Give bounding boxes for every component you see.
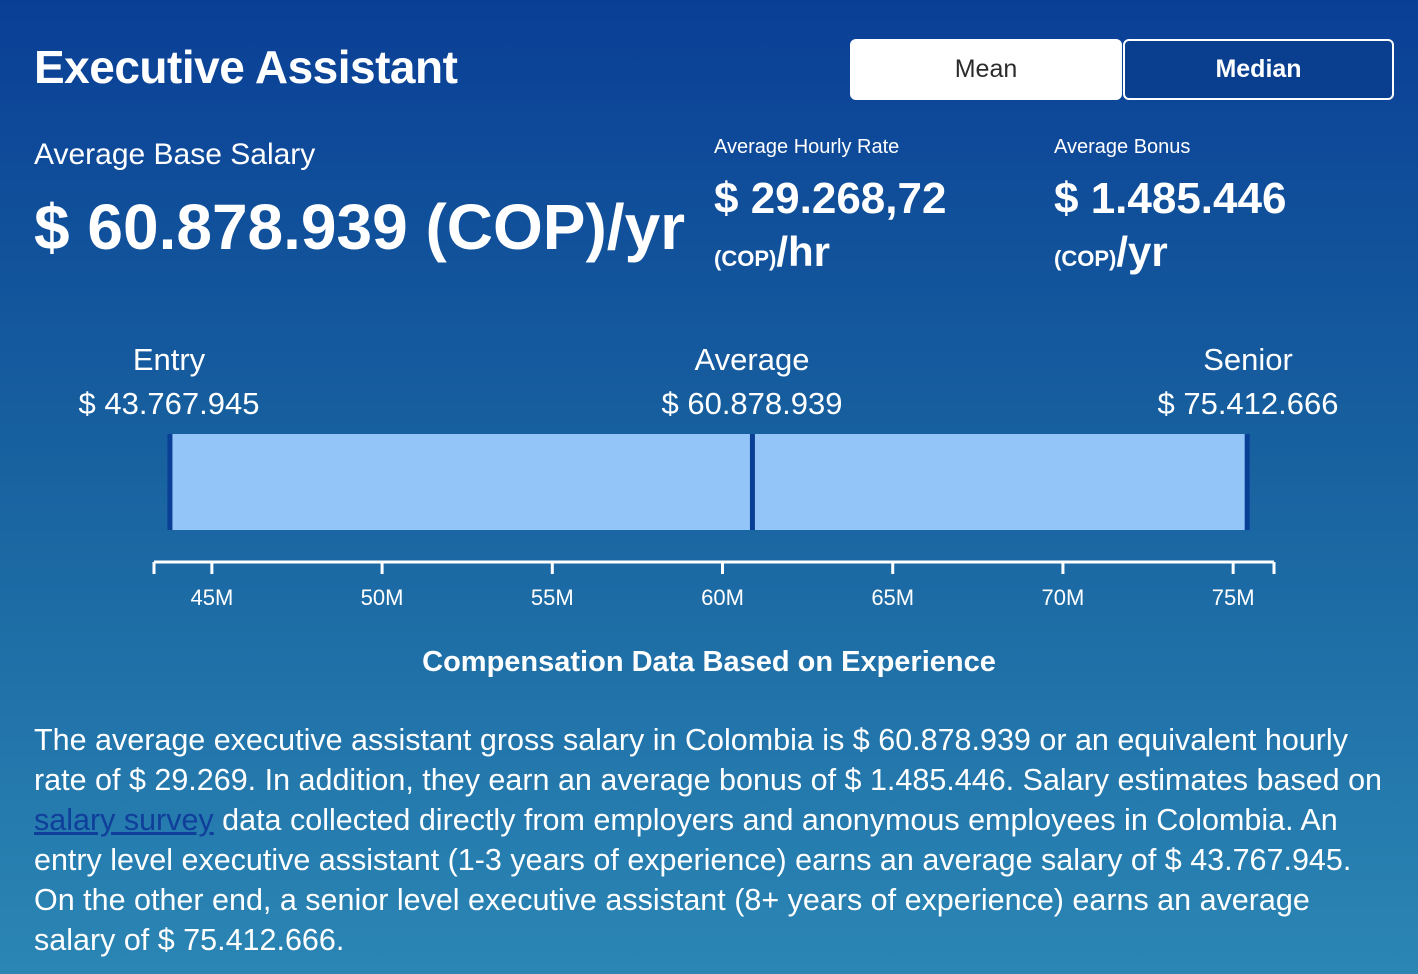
- entry-level-label: Entry: [132, 342, 206, 377]
- median-toggle-button[interactable]: Median: [1123, 39, 1394, 100]
- senior-level-label: Senior: [1203, 342, 1293, 377]
- bonus-label: Average Bonus: [1054, 136, 1191, 158]
- x-tick-label: 60M: [701, 585, 744, 610]
- salary-description: The average executive assistant gross sa…: [34, 720, 1399, 960]
- average-level-value: $ 60.878.939: [661, 386, 843, 421]
- average-marker: [749, 434, 755, 530]
- hourly-rate-label: Average Hourly Rate: [714, 136, 900, 158]
- hourly-unit: /hr: [776, 228, 830, 275]
- senior-marker: [1244, 434, 1250, 530]
- x-tick-label: 55M: [531, 585, 574, 610]
- salary-survey-link[interactable]: salary survey: [34, 803, 214, 837]
- mean-toggle-button[interactable]: Mean: [850, 39, 1122, 100]
- x-tick-label: 70M: [1042, 585, 1085, 610]
- x-tick-label: 45M: [190, 585, 233, 610]
- x-tick-label: 65M: [871, 585, 914, 610]
- base-salary-label: Average Base Salary: [34, 138, 316, 171]
- description-text-start: The average executive assistant gross sa…: [34, 723, 1383, 797]
- hourly-rate-unit: (COP)/hr: [714, 228, 830, 276]
- entry-level-value: $ 43.767.945: [78, 386, 260, 421]
- hourly-currency: (COP): [714, 246, 777, 271]
- base-salary-value: $ 60.878.939 (COP)/yr: [34, 191, 686, 263]
- salary-range-bar: [169, 434, 1248, 530]
- x-tick-label: 50M: [361, 585, 404, 610]
- bonus-value: $ 1.485.446: [1054, 174, 1287, 223]
- chart-caption: Compensation Data Based on Experience: [422, 646, 996, 678]
- average-level-label: Average: [694, 342, 810, 377]
- page-title: Executive Assistant: [34, 41, 458, 93]
- x-tick-label: 75M: [1212, 585, 1255, 610]
- bonus-currency: (COP): [1054, 246, 1117, 271]
- salary-range-chart: 45M 50M 55M 60M 65M 70M 75M: [152, 434, 1276, 610]
- bonus-unit-text: /yr: [1116, 228, 1168, 275]
- description-text-end: data collected directly from employers a…: [34, 803, 1352, 957]
- hourly-rate-value: $ 29.268,72: [714, 174, 947, 223]
- senior-level-value: $ 75.412.666: [1157, 386, 1339, 421]
- entry-marker: [167, 434, 173, 530]
- bonus-unit: (COP)/yr: [1054, 228, 1168, 276]
